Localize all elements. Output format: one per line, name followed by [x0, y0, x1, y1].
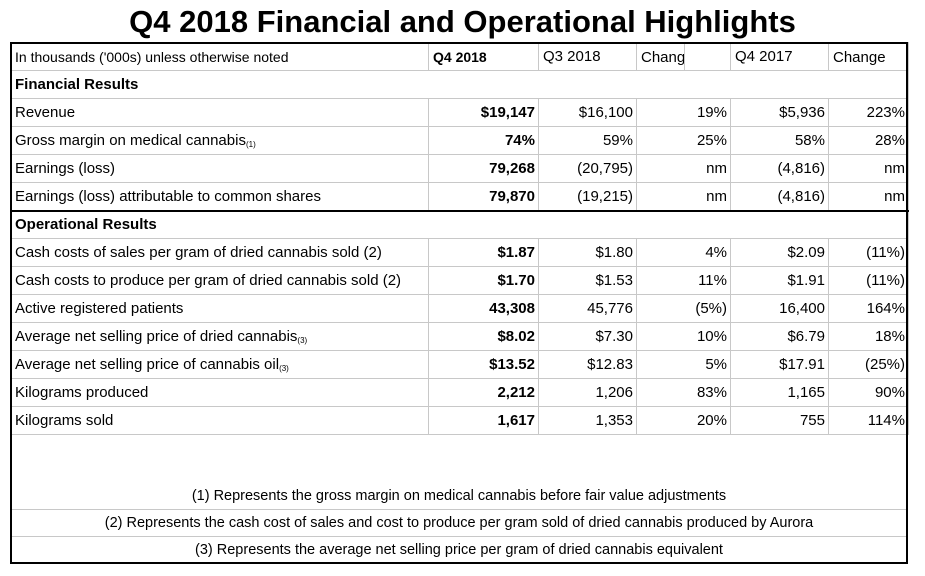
section-title-operational: Operational Results [10, 209, 909, 239]
footnotes: (1) Represents the gross margin on medic… [10, 483, 908, 563]
footnote-3: (3) Represents the average net selling p… [12, 536, 906, 563]
row-label: Average net selling price of dried canna… [10, 322, 429, 351]
cell-q3-2018: $1.80 [538, 238, 637, 267]
cell-change-q4: nm [828, 182, 909, 211]
cell-q4-2018: 1,617 [428, 406, 539, 435]
row-label: Average net selling price of cannabis oi… [10, 350, 429, 379]
cell-q3-2018: $7.30 [538, 322, 637, 351]
page-title: Q4 2018 Financial and Operational Highli… [129, 4, 796, 39]
cell-change-q3: nm [636, 154, 731, 183]
cell-q4-2017: $2.09 [730, 238, 829, 267]
cell-q4-2018: $13.52 [428, 350, 539, 379]
cell-q3-2018: (20,795) [538, 154, 637, 183]
table-row: Average net selling price of cannabis oi… [10, 350, 909, 379]
header-change-q3-line1: Change [641, 49, 685, 66]
footnote-marker: (1) [245, 140, 256, 149]
row-label: Earnings (loss) attributable to common s… [10, 182, 429, 211]
cell-q3-2018: 1,206 [538, 378, 637, 407]
section-row-operational: Operational Results [10, 209, 909, 239]
cell-q4-2017: (4,816) [730, 154, 829, 183]
highlights-table: In thousands ('000s) unless otherwise no… [10, 42, 909, 435]
footnote-2: (2) Represents the cash cost of sales an… [12, 509, 906, 536]
table-row: Average net selling price of dried canna… [10, 322, 909, 351]
cell-q3-2018: $12.83 [538, 350, 637, 379]
cell-change-q4: 90% [828, 378, 909, 407]
cell-q4-2017: 1,165 [730, 378, 829, 407]
cell-q4-2018: 43,308 [428, 294, 539, 323]
cell-q3-2018: $16,100 [538, 98, 637, 127]
cell-q4-2017: $5,936 [730, 98, 829, 127]
cell-change-q4: 114% [828, 406, 909, 435]
cell-change-q4: (25%) [828, 350, 909, 379]
row-label-text: Gross margin on medical cannabis [15, 132, 246, 149]
row-label-text: Average net selling price of cannabis oi… [15, 356, 280, 373]
cell-q4-2018: $1.87 [428, 238, 539, 267]
cell-change-q3: (5%) [636, 294, 731, 323]
cell-change-q4: 28% [828, 126, 909, 155]
cell-q4-2017: (4,816) [730, 182, 829, 211]
table-row: Active registered patients 43,308 45,776… [10, 294, 909, 323]
cell-change-q3: 25% [636, 126, 731, 155]
footnote-marker: (3) [279, 364, 289, 373]
table-row: Earnings (loss) attributable to common s… [10, 182, 909, 211]
cell-q4-2017: 755 [730, 406, 829, 435]
table-row: Gross margin on medical cannabis(1) 74% … [10, 126, 909, 155]
header-label: In thousands ('000s) unless otherwise no… [10, 42, 429, 71]
cell-change-q3: 83% [636, 378, 731, 407]
table-row: Kilograms produced 2,212 1,206 83% 1,165… [10, 378, 909, 407]
cell-change-q3: 20% [636, 406, 731, 435]
cell-change-q4: 164% [828, 294, 909, 323]
cell-q3-2018: $1.53 [538, 266, 637, 295]
header-change-q4: Change (%) [828, 42, 909, 71]
cell-q4-2017: 58% [730, 126, 829, 155]
table-frame [10, 42, 908, 564]
row-label: Kilograms produced [10, 378, 429, 407]
header-change-q4-line1: Change [833, 49, 886, 66]
cell-q4-2018: $19,147 [428, 98, 539, 127]
header-row: In thousands ('000s) unless otherwise no… [10, 42, 909, 71]
cell-q3-2018: (19,215) [538, 182, 637, 211]
cell-q4-2018: 79,268 [428, 154, 539, 183]
header-spacer [684, 42, 731, 71]
table-row: Kilograms sold 1,617 1,353 20% 755 114% [10, 406, 909, 435]
footnote-marker: (3) [297, 336, 308, 345]
cell-q3-2018: 1,353 [538, 406, 637, 435]
row-label-text: Average net selling price of dried canna… [15, 328, 298, 345]
cell-change-q3: 10% [636, 322, 731, 351]
cell-change-q4: nm [828, 154, 909, 183]
cell-change-q4: (11%) [828, 266, 909, 295]
footnote-1: (1) Represents the gross margin on medic… [191, 488, 727, 504]
cell-q4-2018: 74% [428, 126, 539, 155]
row-label: Kilograms sold [10, 406, 429, 435]
cell-q4-2018: 79,870 [428, 182, 539, 211]
cell-q4-2017: $6.79 [730, 322, 829, 351]
row-label: Cash costs to produce per gram of dried … [10, 266, 429, 295]
